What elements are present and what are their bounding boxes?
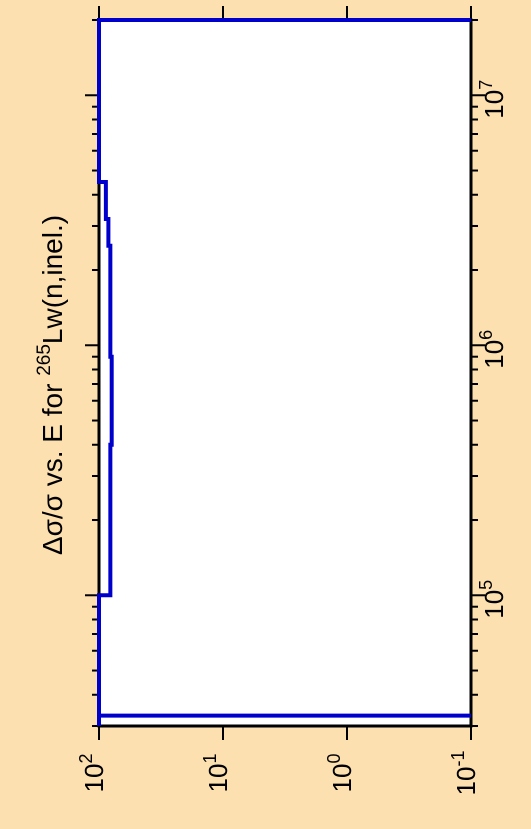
x-tick-label-base: 10 <box>479 590 509 619</box>
x-tick-label: 107 <box>476 80 509 119</box>
x-tick-label-exponent: 5 <box>476 580 496 590</box>
ylabel-superscript: 265 <box>34 344 55 376</box>
x-tick-label: 105 <box>476 580 509 619</box>
y-tick-label: 10-1 <box>448 751 481 796</box>
y-tick-label-exponent: 1 <box>200 754 220 764</box>
y-tick-label-exponent: -1 <box>448 751 468 767</box>
y-tick-label-base: 10 <box>451 767 481 796</box>
y-tick-label: 100 <box>324 754 357 793</box>
y-tick-label: 101 <box>200 754 233 793</box>
x-tick-label-base: 10 <box>479 340 509 369</box>
ylabel-prefix: Δσ/σ vs. E for <box>37 376 68 555</box>
x-tick-label-base: 10 <box>479 90 509 119</box>
x-tick-label-exponent: 7 <box>476 80 496 90</box>
series-group <box>97 18 471 726</box>
y-tick-label-exponent: 0 <box>324 754 344 764</box>
y-tick-label-base: 10 <box>327 764 357 793</box>
series-line-0 <box>97 18 471 726</box>
y-tick-label-base: 10 <box>79 764 109 793</box>
y-axis-title: Δσ/σ vs. E for 265Lw(n,inel.) <box>34 215 68 555</box>
ylabel-suffix: Lw(n,inel.) <box>37 215 68 344</box>
y-tick-label: 102 <box>76 754 109 793</box>
x-tick-label-exponent: 6 <box>476 330 496 340</box>
y-axis-ticks <box>98 6 472 740</box>
plot-area <box>97 18 473 728</box>
y-tick-label-base: 10 <box>203 764 233 793</box>
x-tick-label: 106 <box>476 330 509 369</box>
y-tick-label-exponent: 2 <box>76 754 96 764</box>
